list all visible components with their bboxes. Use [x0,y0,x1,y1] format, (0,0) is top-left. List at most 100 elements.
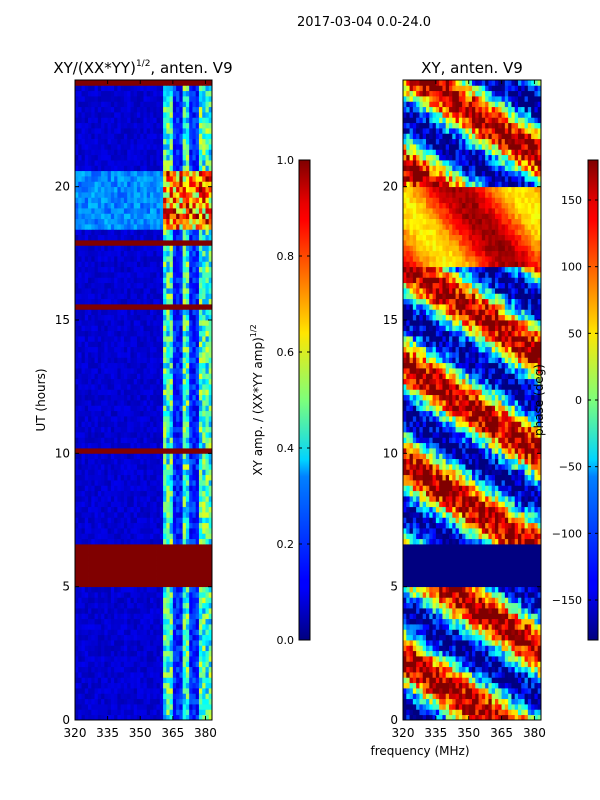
heat-cell [88,357,92,364]
heat-cell [91,442,95,449]
heat-cell [176,272,180,278]
heat-cell [130,512,135,518]
heat-cell [101,522,105,529]
heat-cell [189,138,193,145]
heat-cell [150,138,154,145]
heat-cell [202,149,206,156]
heat-cell [189,469,193,476]
heat-cell [179,128,184,134]
heat-cell [176,96,180,102]
heat-cell [146,549,151,556]
heat-cell [107,133,112,140]
heat-cell [169,304,174,310]
heat-cell [114,682,118,689]
heat-cell [192,362,197,369]
heat-cell [192,597,197,604]
heat-cell [205,512,210,518]
heat-cell [110,394,115,401]
heat-cell [205,250,210,257]
heat-cell [78,293,82,300]
heat-cell [192,176,197,182]
heat-cell [185,517,190,524]
heat-cell [120,133,125,140]
heat-cell [166,229,170,236]
heat-cell [136,506,141,513]
heat-cell [179,261,184,268]
heat-cell [202,309,206,316]
heat-cell [166,138,170,145]
heat-cell [176,186,180,193]
heat-cell [117,373,122,380]
heat-cell [185,288,190,294]
heat-cell [88,197,92,204]
heat-cell [110,661,115,668]
heat-cell [84,368,89,374]
heat-cell [172,656,177,662]
heat-cell [146,389,151,396]
heat-cell [172,325,177,332]
heat-cell [156,304,161,310]
heat-cell [78,592,82,598]
heat-cell [195,197,200,204]
heat-cell [179,506,184,513]
heat-cell [120,362,125,369]
heat-cell [205,544,210,550]
heat-cell [153,218,157,225]
heat-cell [104,501,109,508]
heat-cell [192,485,197,492]
heat-cell [114,85,118,92]
heat-cell [146,442,151,449]
heat-cell [205,629,210,636]
heat-cell [205,549,210,556]
heat-cell [143,261,148,268]
heat-cell [101,282,105,289]
heat-cell [114,176,118,182]
heat-cell [114,714,118,721]
heat-cell [120,666,125,673]
heat-cell [91,624,95,630]
heat-cell [156,650,161,657]
heat-cell [179,634,184,641]
heat-cell [202,592,206,598]
heat-cell [97,378,102,385]
heat-cell [130,576,135,582]
heat-cell [172,693,177,700]
heat-cell [150,133,154,140]
heat-cell [104,314,109,321]
heat-cell [104,506,109,513]
heat-cell [84,421,89,428]
heat-cell [202,624,206,630]
heat-cell [205,320,210,326]
heat-cell [146,581,151,588]
heat-cell [127,170,131,177]
heat-cell [123,528,128,534]
heat-cell [182,320,187,326]
heat-cell [101,202,105,209]
heat-cell [146,560,151,566]
heat-cell [156,442,161,449]
heat-cell [75,234,79,241]
heat-cell [94,432,99,438]
heat-cell [208,224,213,230]
heat-cell [166,160,170,166]
heat-cell [156,240,161,246]
heat-cell [133,645,138,652]
heat-cell [97,672,102,678]
heat-cell [185,362,190,369]
heat-cell [107,144,112,150]
heat-cell [78,165,82,172]
heat-cell [130,634,135,641]
heat-cell [127,474,131,481]
heat-cell [104,133,109,140]
heat-cell [159,245,164,252]
heat-cell [176,416,180,422]
heat-cell [166,176,170,182]
heat-cell [198,192,203,198]
heat-cell [182,581,187,588]
heat-cell [75,277,79,284]
heat-cell [75,101,79,108]
heat-cell [159,704,164,710]
heat-cell [101,117,105,124]
heat-cell [104,517,109,524]
heat-cell [169,160,174,166]
